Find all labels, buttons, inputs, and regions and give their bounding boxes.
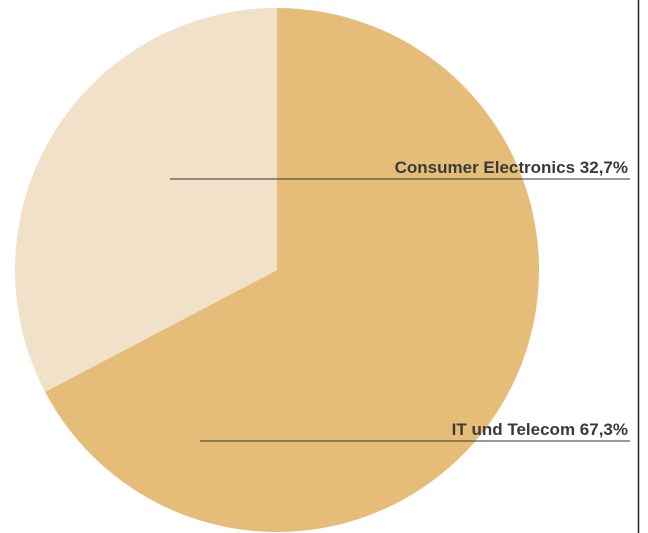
- slice-label: Consumer Electronics 32,7%: [395, 158, 628, 177]
- slice-value: 67,3%: [580, 420, 628, 439]
- slice-name: IT und Telecom: [452, 420, 575, 439]
- slice-label: IT und Telecom 67,3%: [452, 420, 628, 439]
- slice-value: 32,7%: [580, 158, 628, 177]
- pie-slice: [15, 8, 278, 392]
- slice-name: Consumer Electronics: [395, 158, 575, 177]
- pie-slice: [45, 8, 540, 532]
